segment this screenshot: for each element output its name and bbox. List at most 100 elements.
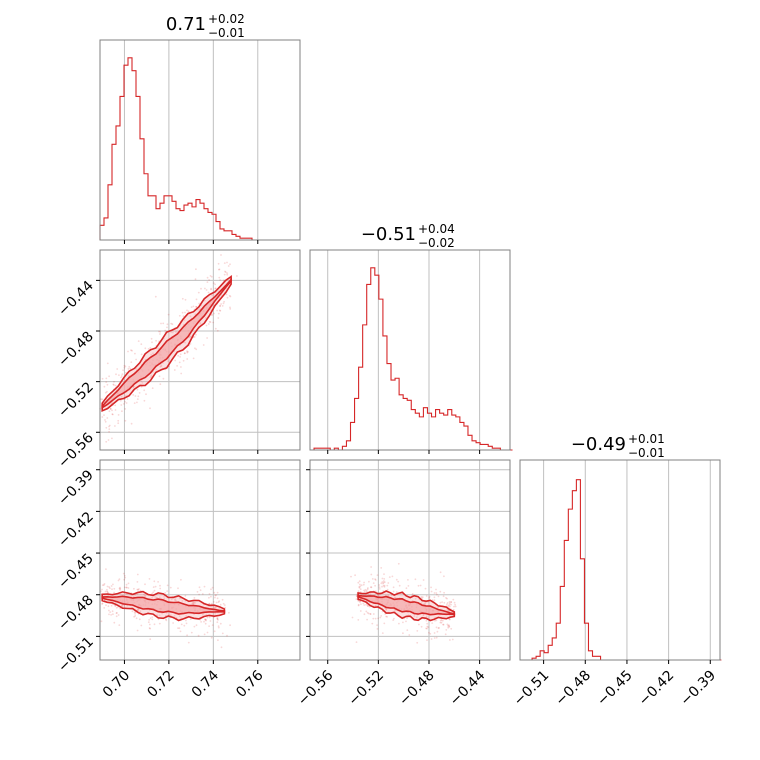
sample-point — [193, 601, 196, 604]
sample-point — [374, 584, 376, 587]
sample-point — [110, 604, 113, 607]
sample-point — [446, 597, 448, 600]
sample-point — [101, 416, 104, 418]
sample-point — [136, 401, 138, 404]
sample-point — [178, 361, 181, 364]
sample-point — [106, 362, 109, 365]
sample-point — [131, 610, 134, 613]
sample-point — [386, 584, 389, 587]
sample-point — [106, 417, 109, 419]
sample-point — [198, 586, 201, 589]
sample-point — [379, 616, 382, 619]
sample-point — [121, 410, 123, 413]
diag-title-minus-0: −0.01 — [208, 26, 245, 40]
sample-point — [195, 348, 198, 351]
sample-point — [127, 582, 130, 585]
sample-point — [151, 616, 154, 618]
sample-point — [364, 588, 367, 591]
sample-point — [212, 321, 215, 324]
sample-point — [181, 600, 184, 602]
sample-point — [151, 592, 154, 595]
sample-point — [420, 625, 423, 628]
sample-point — [229, 295, 232, 298]
sample-point — [111, 409, 113, 412]
sample-point — [117, 419, 120, 422]
sample-point — [376, 624, 378, 626]
sample-point — [159, 587, 162, 590]
sample-point — [137, 395, 140, 398]
ytick-label-2-1: −0.48 — [55, 592, 97, 634]
sample-point — [170, 322, 173, 325]
sample-point — [104, 419, 106, 421]
sample-point — [116, 368, 119, 370]
sample-point — [151, 596, 154, 599]
sample-point — [136, 573, 139, 576]
sample-point — [144, 594, 147, 597]
sample-point — [104, 590, 107, 593]
sample-point — [211, 294, 214, 297]
sample-point — [416, 616, 418, 619]
sample-point — [120, 404, 123, 406]
sample-point — [446, 608, 449, 611]
sample-point — [156, 614, 159, 617]
sample-point — [193, 336, 196, 338]
sample-point — [380, 615, 383, 617]
sample-point — [163, 597, 166, 600]
sample-point — [114, 404, 117, 407]
sample-point — [168, 613, 171, 616]
sample-point — [426, 627, 428, 630]
sample-point — [229, 263, 231, 266]
sample-point — [148, 619, 151, 621]
sample-point — [103, 583, 106, 585]
sample-point — [453, 601, 456, 604]
sample-point — [398, 622, 400, 625]
contour-inner-0 — [101, 277, 232, 410]
sample-point — [138, 392, 141, 394]
sample-point — [134, 352, 136, 355]
sample-point — [119, 589, 121, 591]
sample-point — [157, 618, 160, 621]
sample-point — [108, 586, 110, 588]
ytick-label-1-0: −0.56 — [55, 430, 97, 472]
sample-point — [440, 621, 443, 624]
sample-point — [216, 591, 219, 594]
sample-point — [417, 584, 420, 587]
sample-point — [450, 601, 452, 603]
sample-point — [223, 262, 226, 264]
sample-point — [177, 587, 179, 590]
sample-point — [422, 579, 425, 581]
sample-point — [121, 373, 124, 376]
sample-point — [186, 358, 189, 360]
sample-point — [223, 604, 226, 606]
sample-point — [378, 586, 381, 588]
sample-point — [118, 587, 121, 590]
sample-point — [138, 588, 140, 590]
sample-point — [189, 343, 192, 345]
sample-point — [121, 605, 124, 608]
sample-point — [212, 601, 215, 603]
sample-point — [227, 265, 230, 267]
sample-point — [150, 337, 153, 340]
sample-point — [117, 414, 120, 416]
sample-point — [164, 329, 167, 332]
sample-point — [158, 596, 161, 599]
sample-point — [199, 589, 202, 592]
sample-point — [144, 594, 146, 597]
sample-point — [138, 618, 141, 621]
sample-point — [189, 336, 192, 339]
sample-point — [194, 278, 197, 281]
sample-point — [179, 353, 182, 356]
sample-point — [208, 616, 211, 619]
sample-point — [208, 279, 211, 281]
sample-point — [151, 387, 154, 390]
sample-point — [115, 606, 118, 609]
sample-point — [380, 567, 383, 569]
sample-point — [159, 584, 161, 587]
sample-point — [424, 587, 427, 590]
sample-point — [183, 319, 186, 321]
sample-point — [108, 410, 111, 413]
sample-point — [125, 583, 128, 586]
sample-point — [104, 391, 107, 394]
sample-point — [100, 398, 103, 401]
sample-point — [137, 609, 139, 611]
